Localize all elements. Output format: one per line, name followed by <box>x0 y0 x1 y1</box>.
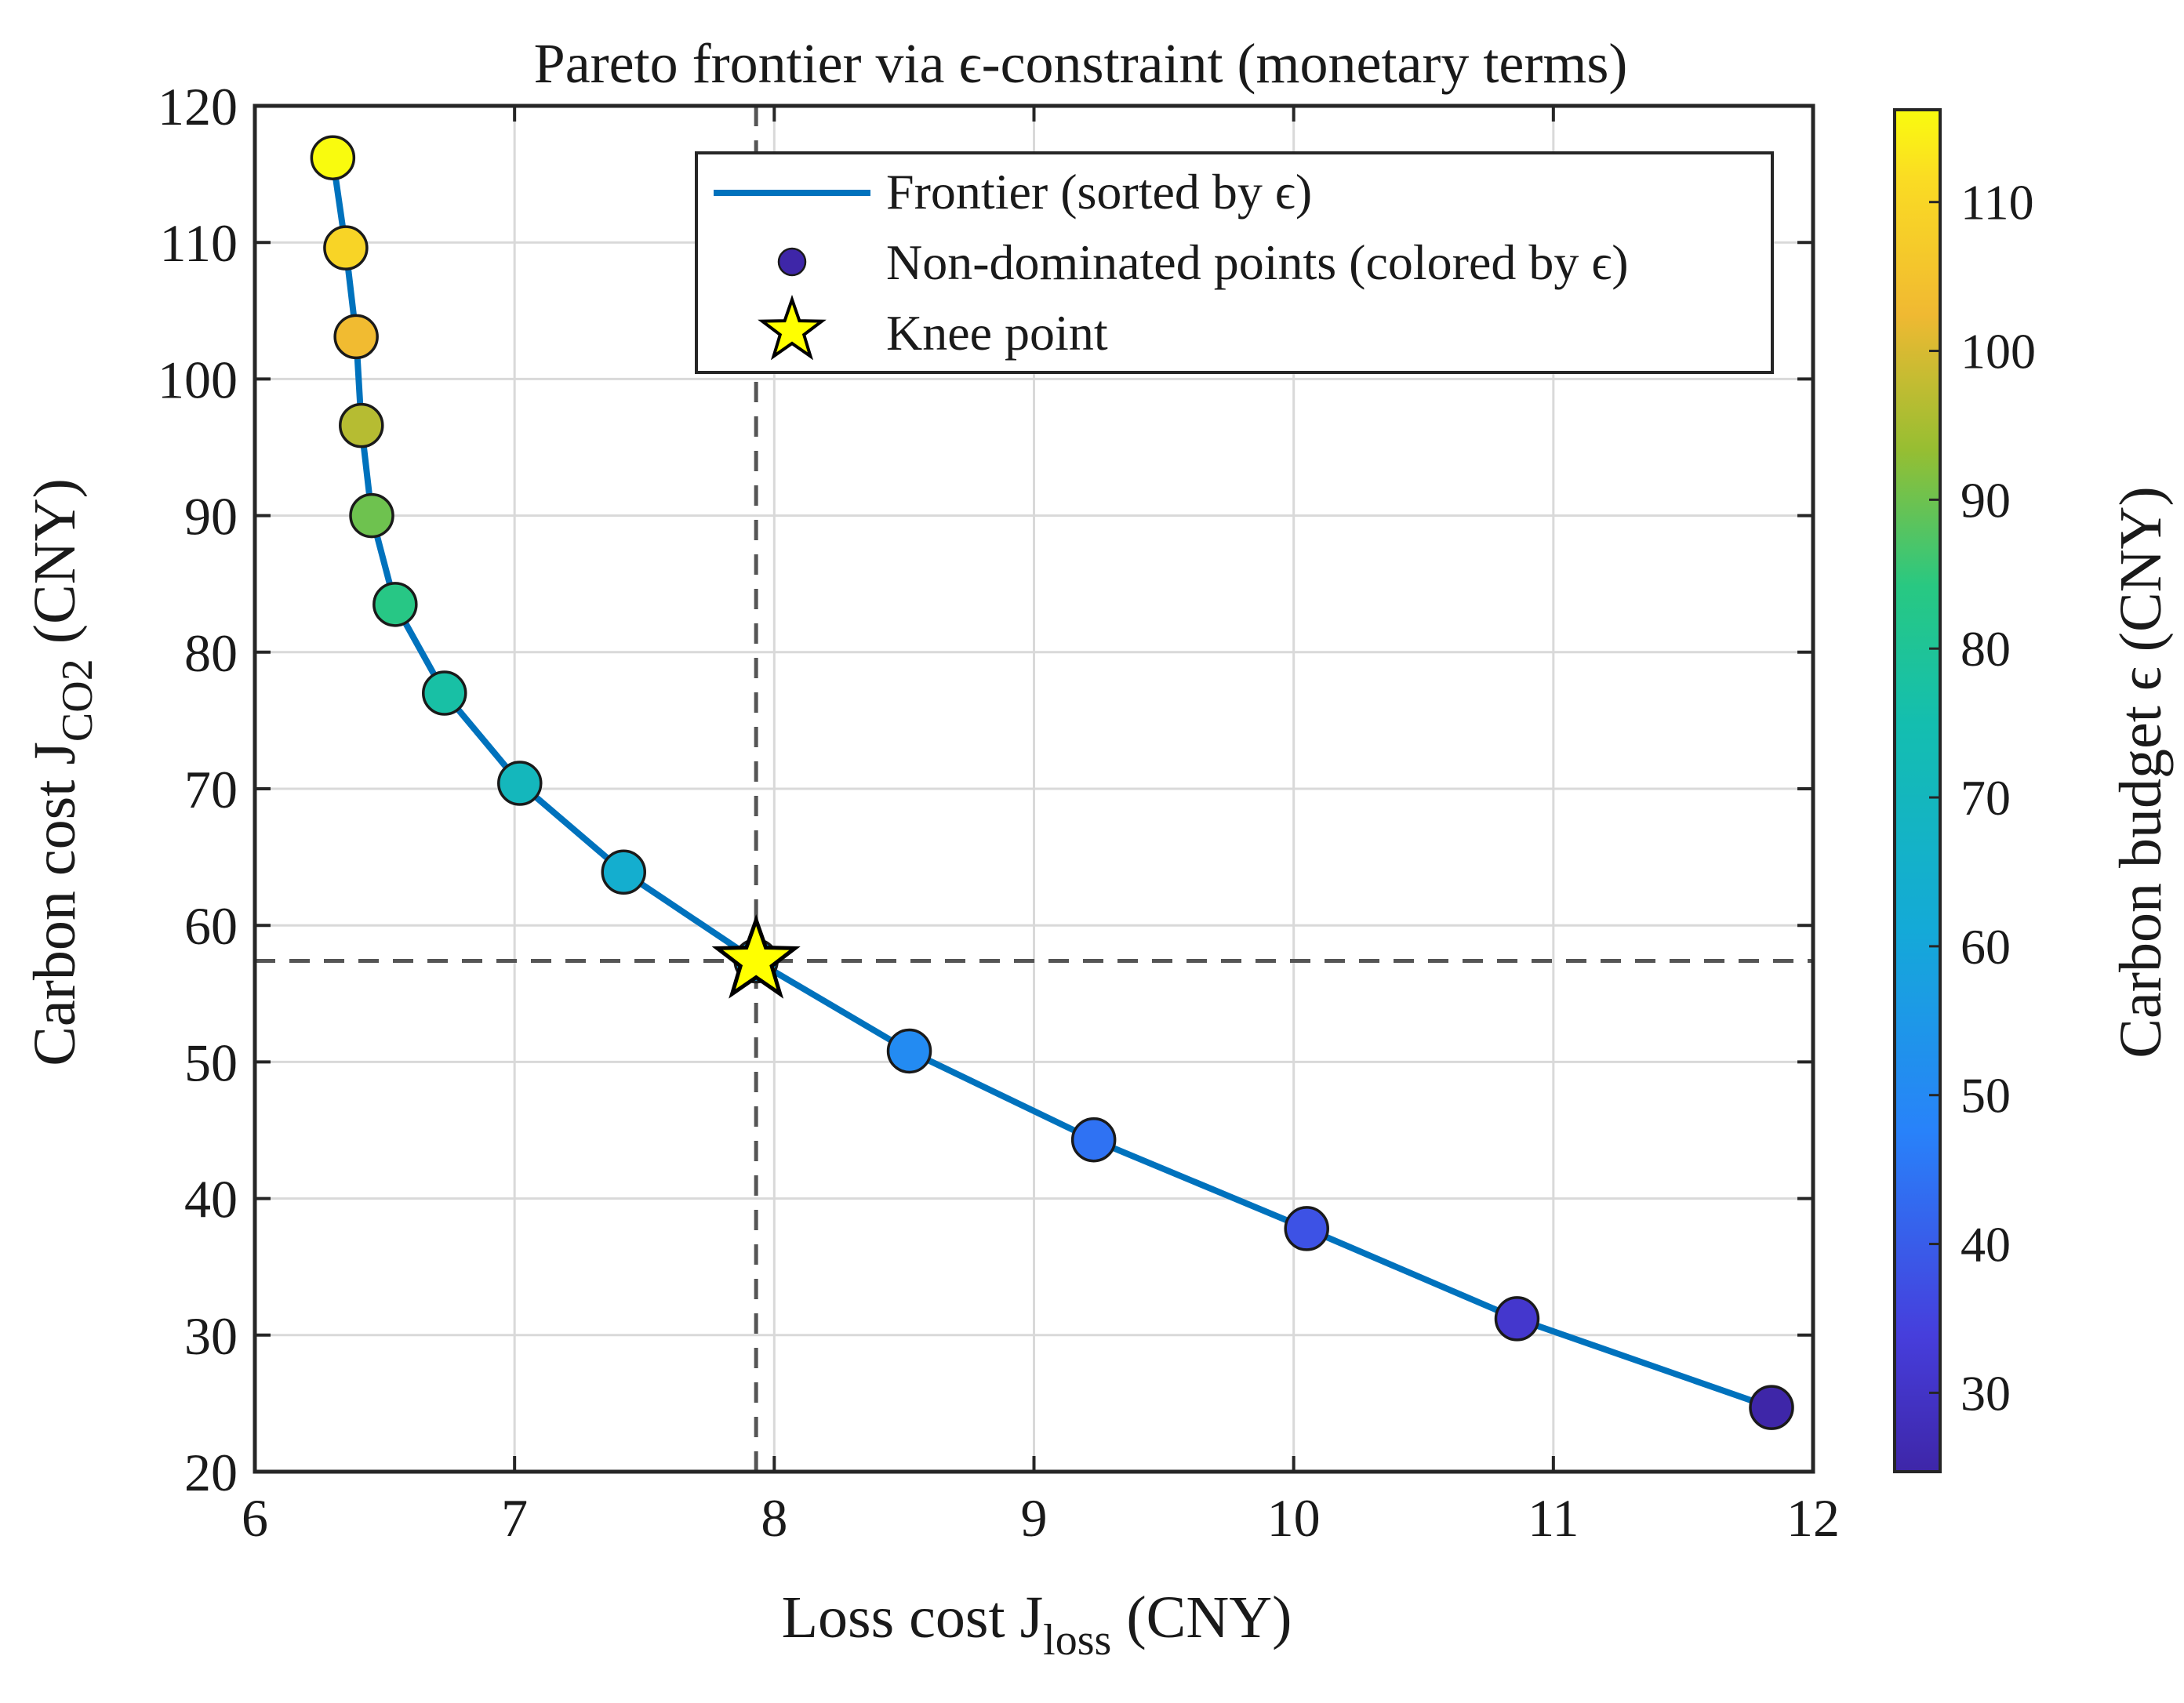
non-dominated-point <box>323 225 369 271</box>
non-dominated-point <box>333 314 379 360</box>
y-tick-label: 90 <box>184 487 238 546</box>
non-dominated-point <box>886 1028 932 1074</box>
y-axis-title: Carbon cost JCO2 (CNY) <box>22 478 102 1066</box>
y-tick-label: 40 <box>184 1170 238 1229</box>
chart-title: Pareto frontier via ϵ-constraint (moneta… <box>534 32 1628 95</box>
x-tick-label: 8 <box>761 1488 787 1548</box>
y-tick-label: 80 <box>184 623 238 683</box>
colorbar-gradient <box>1893 108 1942 1473</box>
non-dominated-point <box>1070 1117 1117 1163</box>
y-axis-title-unit: (CNY) <box>22 478 88 659</box>
legend-box <box>695 151 1774 374</box>
x-tick-label: 12 <box>1786 1488 1840 1548</box>
non-dominated-point <box>1494 1296 1540 1342</box>
non-dominated-point <box>497 761 543 806</box>
non-dominated-point <box>349 492 394 539</box>
x-axis-title-main: Loss cost J <box>782 1585 1044 1650</box>
x-axis-title-subscript: loss <box>1043 1616 1111 1665</box>
colorbar-tick-label: 50 <box>1961 1068 2011 1124</box>
colorbar: 30 40 50 60 70 80 90 100 110 <box>1893 108 2036 1473</box>
y-axis-title-subscript: CO2 <box>53 659 102 742</box>
y-axis-title-main: Carbon cost J <box>22 742 88 1066</box>
x-tick-label: 11 <box>1528 1488 1579 1548</box>
x-axis-title: Loss cost Jloss (CNY) <box>782 1585 1292 1665</box>
y-tick-label: 70 <box>184 760 238 819</box>
colorbar-tick-label: 80 <box>1961 621 2011 677</box>
colorbar-tick-label: 40 <box>1961 1217 2011 1273</box>
y-tick-label: 30 <box>184 1306 238 1366</box>
series-layer <box>310 135 1794 1430</box>
legend-point-swatch <box>777 247 807 277</box>
non-dominated-point <box>339 402 384 448</box>
non-dominated-point <box>310 135 356 180</box>
x-tick-label: 9 <box>1021 1488 1048 1548</box>
colorbar-tick-label: 70 <box>1961 770 2011 826</box>
colorbar-tick-label: 30 <box>1961 1365 2011 1421</box>
legend-label: Frontier (sorted by ϵ) <box>886 164 1312 220</box>
y-tick-label: 120 <box>158 77 238 136</box>
x-tick-label: 7 <box>501 1488 528 1548</box>
legend-label: Non-dominated points (colored by ϵ) <box>886 234 1629 290</box>
y-tick-label: 100 <box>158 350 238 409</box>
x-tick-label: 10 <box>1267 1488 1321 1548</box>
legend-label: Knee point <box>886 305 1108 361</box>
non-dominated-point <box>372 582 418 627</box>
y-tick-label: 50 <box>184 1033 238 1092</box>
colorbar-tick-label: 60 <box>1961 919 2011 975</box>
y-tick-label: 20 <box>184 1443 238 1502</box>
non-dominated-point <box>1284 1206 1329 1251</box>
legend-star-swatch <box>758 294 827 361</box>
axis-ticks: 6 7 8 9 10 11 12 20 30 40 50 60 70 80 90 100 110 120 <box>158 77 1840 1548</box>
non-dominated-point <box>1749 1385 1794 1430</box>
knee-point-star <box>711 913 801 999</box>
non-dominated-point <box>422 670 467 716</box>
reference-lines <box>255 106 1813 1472</box>
colorbar-tick-label: 110 <box>1961 175 2034 231</box>
colorbar-title: Carbon budget ϵ (CNY) <box>2108 486 2174 1058</box>
x-tick-label: 6 <box>242 1488 268 1548</box>
non-dominated-point <box>601 849 647 895</box>
y-tick-label: 110 <box>160 213 238 273</box>
y-tick-label: 60 <box>184 896 238 956</box>
colorbar-tick-label: 100 <box>1961 324 2036 379</box>
colorbar-tick-label: 90 <box>1961 472 2011 528</box>
legend: Frontier (sorted by ϵ) Non-dominated poin… <box>695 151 1774 374</box>
x-axis-title-unit: (CNY) <box>1111 1585 1292 1650</box>
